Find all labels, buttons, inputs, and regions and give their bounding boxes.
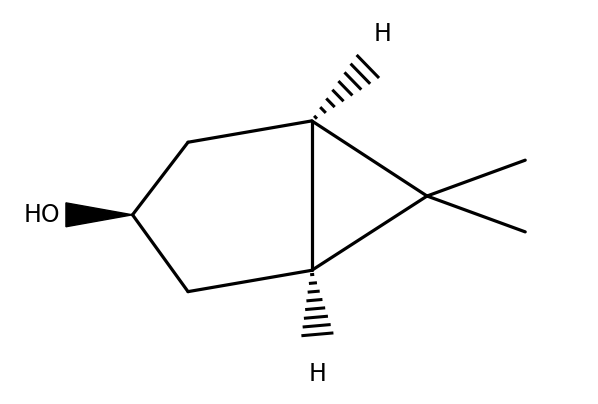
Text: HO: HO [23, 203, 60, 227]
Text: H: H [309, 362, 327, 386]
Text: H: H [374, 22, 392, 46]
Polygon shape [66, 203, 133, 227]
